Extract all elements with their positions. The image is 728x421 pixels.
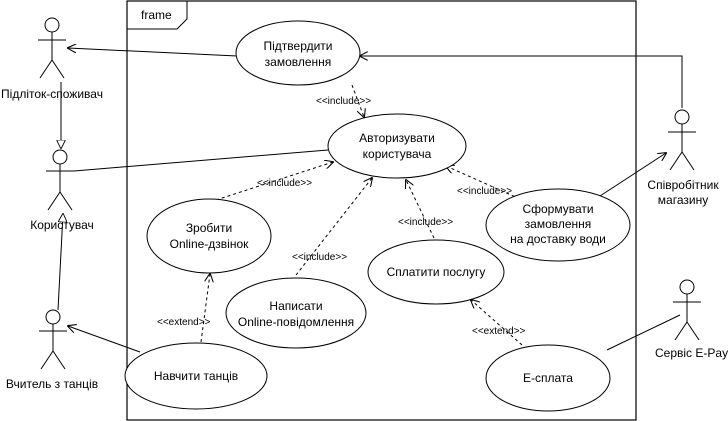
use-case-teach-dancing[interactable]: Навчити танців xyxy=(124,342,268,410)
use-case-message-line2: Online-повідомлення xyxy=(238,315,354,329)
use-case-pay-line1: Сплатити послугу xyxy=(387,265,486,279)
actor-shop-employee[interactable]: Співробітник магазину xyxy=(647,109,719,207)
label-include-message: <<include>> xyxy=(292,252,347,263)
use-case-call-line2: Online-дзвінок xyxy=(170,237,250,251)
use-case-authorize-line1: Авторизувати xyxy=(359,131,435,145)
actor-epay-service[interactable]: Сервіс E-Pay xyxy=(655,279,728,360)
stereotype-labels: <<include>> <<include>> <<include>> <<in… xyxy=(157,96,526,337)
include-pay-authorize xyxy=(406,180,435,239)
generalization-teacher-user xyxy=(57,214,63,311)
use-case-teach-line1: Навчити танців xyxy=(154,369,238,383)
label-include-form-order: <<include>> xyxy=(457,186,512,197)
assoc-form-order-employee xyxy=(599,153,666,197)
assoc-user-authorize xyxy=(73,149,329,172)
relationships xyxy=(57,48,683,353)
include-call-authorize xyxy=(215,162,333,201)
label-include-call: <<include>> xyxy=(257,178,312,189)
assoc-epayment-epay xyxy=(606,314,681,351)
assoc-teach-teacher xyxy=(68,326,141,353)
dependencies xyxy=(200,84,523,346)
label-include-pay: <<include>> xyxy=(398,217,453,228)
use-case-confirm-line1: Підтвердити xyxy=(263,39,332,53)
actor-teacher-label: Вчитель з танців xyxy=(6,377,98,391)
include-message-authorize xyxy=(295,178,372,276)
use-case-form-water-order[interactable]: Сформувати замовлення на доставку води xyxy=(485,188,631,262)
frame-title: frame xyxy=(141,8,172,22)
actor-epay-label: Сервіс E-Pay xyxy=(655,346,728,360)
use-case-form-order-line2: замовлення xyxy=(525,217,592,231)
use-case-pay-service[interactable]: Сплатити послугу xyxy=(367,239,505,305)
actor-employee-label-line1: Співробітник xyxy=(647,178,719,192)
use-case-message-line1: Написати xyxy=(269,299,322,313)
use-case-online-message[interactable]: Написати Online-повідомлення xyxy=(225,277,367,349)
use-case-online-call[interactable]: Зробити Online-дзвінок xyxy=(146,198,272,274)
use-case-confirm-order[interactable]: Підтвердити замовлення xyxy=(235,20,361,86)
assoc-confirm-teen xyxy=(68,48,238,57)
actor-user[interactable]: Користувач xyxy=(30,149,94,232)
assoc-employee-confirm xyxy=(360,56,683,108)
actor-teen-consumer[interactable]: Підліток-споживач xyxy=(1,17,103,101)
use-case-call-line1: Зробити xyxy=(186,221,232,235)
use-case-form-order-line3: на доставку води xyxy=(510,232,606,246)
use-case-authorize-user[interactable]: Авторизувати користувача xyxy=(327,113,467,179)
label-include-confirm: <<include>> xyxy=(316,96,371,107)
use-case-confirm-line2: замовлення xyxy=(265,55,332,69)
actor-teen-label: Підліток-споживач xyxy=(1,87,103,101)
label-extend-teach: <<extend>> xyxy=(157,317,211,328)
actor-dance-teacher[interactable]: Вчитель з танців xyxy=(6,309,98,391)
extend-epayment-pay xyxy=(471,300,523,346)
use-case-authorize-line2: користувача xyxy=(363,147,432,161)
use-case-e-payment[interactable]: Е-сплата xyxy=(485,344,611,412)
actor-employee-label-line2: магазину xyxy=(658,193,708,207)
use-case-form-order-line1: Сформувати xyxy=(522,202,593,216)
include-form-order-authorize xyxy=(446,166,521,200)
label-extend-epayment: <<extend>> xyxy=(472,326,526,337)
use-case-epayment-line1: Е-сплата xyxy=(523,371,573,385)
